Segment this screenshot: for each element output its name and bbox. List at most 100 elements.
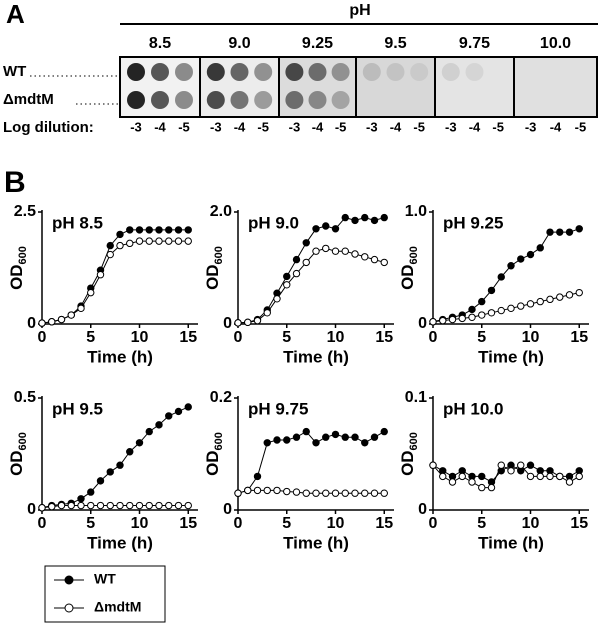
data-point	[312, 225, 320, 233]
chart-title: pH 9.5	[52, 399, 103, 418]
data-point	[184, 501, 192, 510]
chart-title: pH 9.75	[248, 399, 308, 418]
y-tick-label: 2.5	[14, 203, 36, 220]
data-point	[322, 489, 330, 497]
x-tick-label: 15	[179, 329, 197, 346]
data-point	[116, 461, 124, 469]
data-point	[370, 216, 379, 225]
data-point	[273, 436, 281, 444]
data-point	[380, 258, 388, 267]
data-point	[126, 501, 134, 510]
data-point	[497, 461, 505, 469]
dilution-tick: -5	[335, 119, 347, 134]
data-point	[478, 483, 486, 492]
spot	[206, 63, 225, 81]
data-point	[165, 226, 173, 234]
series-line	[432, 464, 580, 489]
data-point	[458, 314, 466, 323]
data-point	[546, 295, 554, 304]
dilution-tick: -3	[289, 119, 301, 134]
column-label: 9.5	[384, 35, 406, 52]
dilution-tick: -3	[525, 119, 537, 134]
x-axis-label: Time (h)	[283, 347, 349, 366]
spot	[127, 91, 145, 109]
y-axis-label: OD600	[203, 246, 224, 290]
legend-box	[44, 565, 166, 623]
column-label: 9.25	[302, 35, 333, 52]
spot-panel	[513, 56, 598, 118]
y-axis-label: OD600	[398, 246, 419, 290]
data-point	[253, 316, 262, 325]
data-point	[497, 306, 505, 315]
data-point	[87, 488, 95, 496]
y-axis-label-sub: 600	[408, 246, 420, 264]
series-line	[237, 489, 385, 494]
y-axis-label-main: OD	[203, 450, 222, 476]
data-point	[302, 258, 310, 267]
series-line	[41, 240, 189, 324]
data-point	[244, 318, 252, 327]
spot-panel	[434, 56, 515, 118]
x-tick-label: 15	[179, 515, 197, 532]
spot	[386, 63, 405, 81]
x-tick-label: 15	[375, 515, 393, 532]
dilution-tick: -5	[257, 119, 269, 134]
data-point	[517, 461, 525, 469]
data-point	[234, 319, 242, 327]
data-point	[77, 501, 85, 510]
data-point	[487, 286, 496, 295]
dilution-tick: -5	[575, 119, 587, 134]
y-axis-label-sub: 600	[408, 432, 420, 450]
y-tick-label: 0	[223, 501, 232, 518]
data-point	[263, 309, 271, 317]
data-point	[458, 472, 466, 481]
data-point	[273, 295, 281, 303]
data-point	[96, 477, 105, 485]
dilution-label: Log dilution:	[3, 119, 94, 136]
chart-title: pH 9.0	[248, 213, 299, 232]
data-point	[575, 288, 583, 297]
data-point	[87, 288, 95, 297]
data-point	[48, 318, 56, 326]
data-point	[174, 226, 183, 234]
data-point	[361, 439, 369, 447]
data-point	[283, 281, 291, 289]
data-point	[565, 228, 574, 236]
y-tick-label: 0	[418, 501, 427, 518]
data-point	[292, 255, 301, 264]
data-point	[292, 269, 301, 278]
data-point	[174, 501, 183, 510]
data-point	[77, 495, 85, 503]
spot	[285, 63, 304, 81]
y-tick-label: 2.0	[210, 203, 232, 220]
data-point	[322, 222, 330, 230]
data-point	[526, 461, 535, 469]
y-tick-label: 0.5	[14, 389, 36, 406]
x-tick-label: 5	[86, 515, 95, 532]
y-axis-label-sub: 600	[213, 432, 225, 450]
data-point	[429, 461, 437, 469]
dilution-tick: -4	[312, 119, 324, 134]
data-point	[536, 297, 544, 306]
spot	[410, 63, 429, 81]
series-line	[41, 505, 189, 509]
y-axis-label-main: OD	[398, 264, 417, 290]
data-point	[468, 313, 476, 321]
spot	[175, 63, 193, 81]
x-tick-label: 15	[570, 329, 588, 346]
legend-label: ΔmdtM	[94, 599, 141, 615]
series-line	[41, 406, 189, 509]
data-point	[331, 430, 340, 439]
data-point	[135, 226, 144, 234]
series-line	[237, 430, 385, 494]
x-axis-label: Time (h)	[478, 533, 544, 552]
data-point	[106, 468, 114, 476]
data-point	[106, 501, 114, 510]
x-tick-label: 5	[282, 515, 291, 532]
data-point	[165, 501, 173, 510]
spot	[151, 91, 169, 109]
data-point	[135, 439, 144, 447]
spot	[254, 63, 273, 81]
y-axis-label-main: OD	[7, 264, 26, 290]
y-axis-label-main: OD	[7, 450, 26, 476]
